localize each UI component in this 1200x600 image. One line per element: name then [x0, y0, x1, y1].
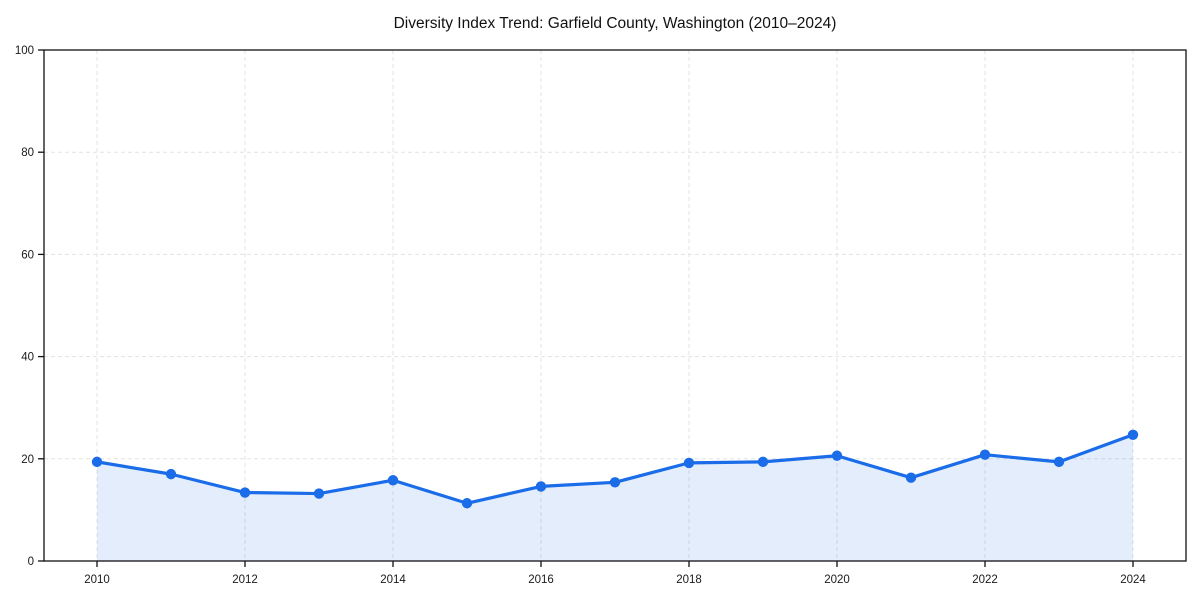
gridlines [44, 50, 1186, 561]
data-point [979, 449, 991, 460]
data-points [91, 429, 1139, 509]
y-tick-label: 40 [21, 352, 34, 364]
data-point [609, 477, 621, 488]
chart-title: Diversity Index Trend: Garfield County, … [394, 15, 837, 32]
y-tick-label: 20 [21, 454, 34, 466]
x-tick-label: 2024 [1120, 574, 1146, 586]
data-point [91, 456, 103, 468]
x-tick-label: 2016 [528, 574, 554, 586]
data-point [683, 457, 695, 469]
data-point [313, 488, 325, 499]
y-tick-label: 60 [21, 249, 34, 261]
data-point [1127, 429, 1139, 440]
area-path [97, 434, 1133, 561]
axes [38, 49, 1187, 567]
x-tick-label: 2018 [676, 574, 702, 586]
data-point [461, 498, 473, 509]
tick-labels: 0 20 40 60 80 100 2010 2012 2014 2016 2018 2020 2022… [15, 45, 1147, 586]
area-fill [97, 434, 1133, 561]
x-tick-label: 2012 [232, 574, 258, 586]
data-point [1053, 456, 1065, 468]
data-point [905, 472, 917, 483]
y-tick-label: 100 [15, 45, 34, 57]
data-point [831, 450, 843, 461]
data-point [165, 468, 177, 480]
y-tick-label: 0 [28, 556, 34, 568]
x-tick-label: 2020 [824, 574, 850, 586]
x-tick-label: 2014 [380, 574, 406, 586]
y-tick-label: 80 [21, 147, 34, 159]
data-point [535, 481, 547, 492]
data-point [757, 456, 769, 468]
data-point [239, 487, 251, 498]
x-tick-label: 2022 [972, 574, 998, 586]
data-point [387, 475, 399, 486]
x-tick-label: 2010 [84, 574, 110, 586]
plot-frame [43, 49, 1187, 562]
